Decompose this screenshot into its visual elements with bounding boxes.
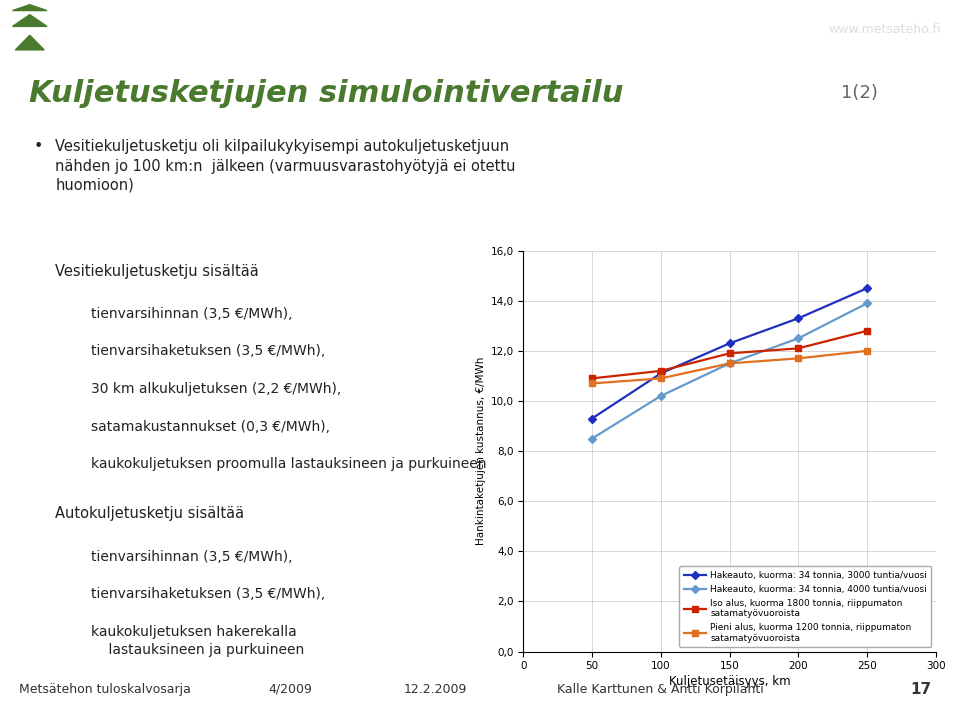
Text: tienvarsihaketuksen (3,5 €/MWh),: tienvarsihaketuksen (3,5 €/MWh), — [91, 587, 325, 601]
Text: 30 km alkukuljetuksen (2,2 €/MWh),: 30 km alkukuljetuksen (2,2 €/MWh), — [91, 382, 342, 396]
Text: tienvarsihaketuksen (3,5 €/MWh),: tienvarsihaketuksen (3,5 €/MWh), — [91, 344, 325, 359]
Hakeauto, kuorma: 34 tonnia, 3000 tuntia/vuosi: (200, 13.3): 34 tonnia, 3000 tuntia/vuosi: (200, 13.3… — [793, 314, 804, 322]
Text: •: • — [34, 140, 43, 155]
Y-axis label: Hankintaketjujen kustannus, €/MWh: Hankintaketjujen kustannus, €/MWh — [476, 357, 486, 546]
Hakeauto, kuorma: 34 tonnia, 4000 tuntia/vuosi: (100, 10.2): 34 tonnia, 4000 tuntia/vuosi: (100, 10.2… — [655, 392, 666, 400]
Text: 4/2009: 4/2009 — [269, 682, 313, 696]
Text: 17: 17 — [910, 682, 931, 697]
Text: Metsätehon tuloskalvosarja: Metsätehon tuloskalvosarja — [19, 682, 191, 696]
Pieni alus, kuorma 1200 tonnia, riippumaton
satamatyövuoroista — [655, 374, 666, 382]
Pieni alus, kuorma 1200 tonnia, riippumaton
satamatyövuoroista — [587, 379, 598, 388]
Polygon shape — [12, 5, 47, 11]
X-axis label: Kuljetusetäisyys, km: Kuljetusetäisyys, km — [669, 675, 790, 689]
Hakeauto, kuorma: 34 tonnia, 3000 tuntia/vuosi: (150, 12.3): 34 tonnia, 3000 tuntia/vuosi: (150, 12.3… — [724, 339, 735, 347]
Polygon shape — [12, 14, 47, 26]
Polygon shape — [15, 35, 44, 50]
FancyBboxPatch shape — [10, 6, 46, 54]
Iso alus, kuorma 1800 tonnia, riippumaton
satamatyövuoroista — [655, 367, 666, 375]
Text: tienvarsihinnan (3,5 €/MWh),: tienvarsihinnan (3,5 €/MWh), — [91, 550, 293, 563]
Pieni alus, kuorma 1200 tonnia, riippumaton
satamatyövuoroista — [724, 359, 735, 367]
Hakeauto, kuorma: 34 tonnia, 3000 tuntia/vuosi: (250, 14.5): 34 tonnia, 3000 tuntia/vuosi: (250, 14.5… — [861, 284, 873, 292]
Text: www.metsateho.fi: www.metsateho.fi — [828, 23, 941, 36]
Line: Pieni alus, kuorma 1200 tonnia, riippumaton
satamatyövuoroista: Pieni alus, kuorma 1200 tonnia, riippuma… — [589, 348, 870, 386]
Hakeauto, kuorma: 34 tonnia, 3000 tuntia/vuosi: (100, 11.1): 34 tonnia, 3000 tuntia/vuosi: (100, 11.1… — [655, 369, 666, 378]
Pieni alus, kuorma 1200 tonnia, riippumaton
satamatyövuoroista — [861, 347, 873, 355]
Text: 1(2): 1(2) — [841, 84, 877, 102]
Line: Hakeauto, kuorma: 34 tonnia, 3000 tuntia/vuosi: Hakeauto, kuorma: 34 tonnia, 3000 tuntia… — [589, 286, 870, 421]
Line: Iso alus, kuorma 1800 tonnia, riippumaton
satamatyövuoroista: Iso alus, kuorma 1800 tonnia, riippumato… — [589, 328, 870, 381]
Iso alus, kuorma 1800 tonnia, riippumaton
satamatyövuoroista — [724, 349, 735, 357]
Hakeauto, kuorma: 34 tonnia, 4000 tuntia/vuosi: (150, 11.5): 34 tonnia, 4000 tuntia/vuosi: (150, 11.5… — [724, 359, 735, 367]
Pieni alus, kuorma 1200 tonnia, riippumaton
satamatyövuoroista — [793, 354, 804, 362]
Text: Vesitiekuljetusketju oli kilpailukykyisempi autokuljetusketjuun
nähden jo 100 km: Vesitiekuljetusketju oli kilpailukykyise… — [55, 140, 516, 193]
Hakeauto, kuorma: 34 tonnia, 4000 tuntia/vuosi: (250, 13.9): 34 tonnia, 4000 tuntia/vuosi: (250, 13.9… — [861, 299, 873, 307]
Text: Kuljetusketjujen simulointivertailu: Kuljetusketjujen simulointivertailu — [29, 79, 623, 107]
Text: kaukokuljetuksen hakerekalla
    lastauksineen ja purkuineen: kaukokuljetuksen hakerekalla lastauksine… — [91, 625, 304, 657]
Iso alus, kuorma 1800 tonnia, riippumaton
satamatyövuoroista — [793, 344, 804, 352]
Text: satamakustannukset (0,3 €/MWh),: satamakustannukset (0,3 €/MWh), — [91, 420, 330, 434]
Hakeauto, kuorma: 34 tonnia, 3000 tuntia/vuosi: (50, 9.3): 34 tonnia, 3000 tuntia/vuosi: (50, 9.3) — [587, 414, 598, 422]
Text: tienvarsihinnan (3,5 €/MWh),: tienvarsihinnan (3,5 €/MWh), — [91, 306, 293, 321]
Text: Kalle Karttunen & Antti Korpilahti: Kalle Karttunen & Antti Korpilahti — [557, 682, 763, 696]
Text: Autokuljetusketju sisältää: Autokuljetusketju sisältää — [55, 506, 245, 521]
Hakeauto, kuorma: 34 tonnia, 4000 tuntia/vuosi: (50, 8.5): 34 tonnia, 4000 tuntia/vuosi: (50, 8.5) — [587, 434, 598, 442]
Line: Hakeauto, kuorma: 34 tonnia, 4000 tuntia/vuosi: Hakeauto, kuorma: 34 tonnia, 4000 tuntia… — [589, 301, 870, 441]
Hakeauto, kuorma: 34 tonnia, 4000 tuntia/vuosi: (200, 12.5): 34 tonnia, 4000 tuntia/vuosi: (200, 12.5… — [793, 334, 804, 343]
Iso alus, kuorma 1800 tonnia, riippumaton
satamatyövuoroista — [587, 374, 598, 382]
Legend: Hakeauto, kuorma: 34 tonnia, 3000 tuntia/vuosi, Hakeauto, kuorma: 34 tonnia, 400: Hakeauto, kuorma: 34 tonnia, 3000 tuntia… — [680, 566, 931, 647]
Text: 12.2.2009: 12.2.2009 — [403, 682, 467, 696]
Text: Metsäteho: Metsäteho — [53, 19, 178, 39]
Text: Vesitiekuljetusketju sisältää: Vesitiekuljetusketju sisältää — [55, 263, 259, 279]
Iso alus, kuorma 1800 tonnia, riippumaton
satamatyövuoroista — [861, 326, 873, 335]
Text: kaukokuljetuksen proomulla lastauksineen ja purkuineen: kaukokuljetuksen proomulla lastauksineen… — [91, 458, 487, 471]
